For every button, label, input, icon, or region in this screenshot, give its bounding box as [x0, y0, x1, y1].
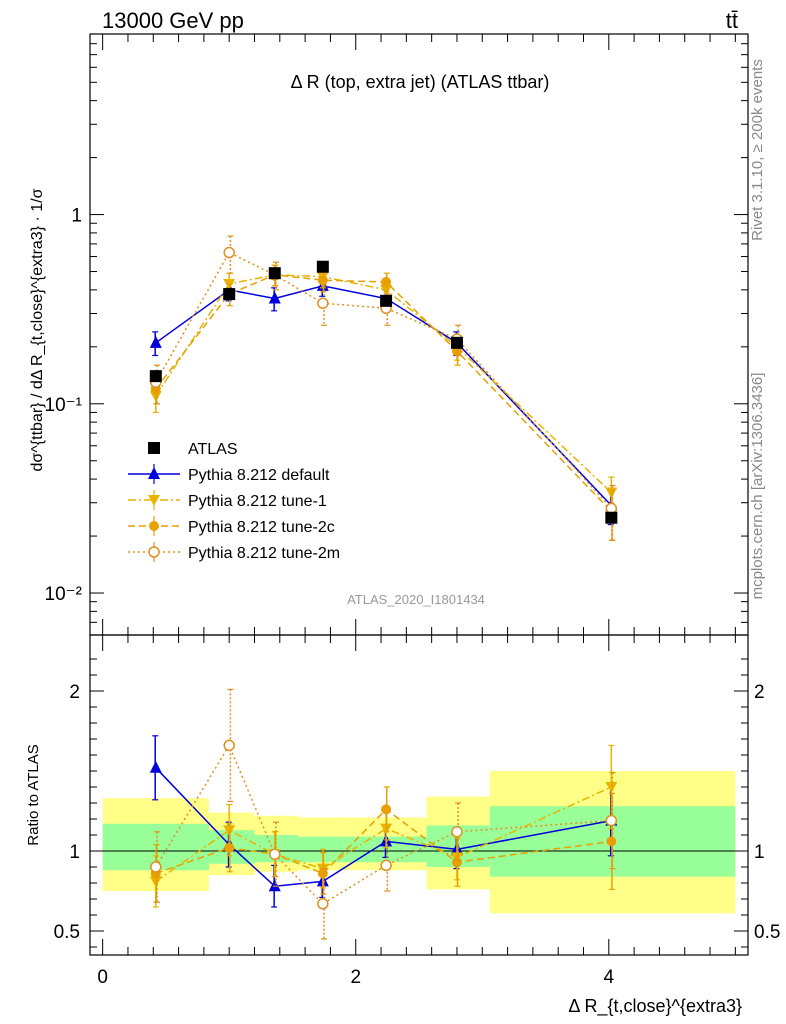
main-series-0-point — [268, 267, 281, 280]
ratio-ylabel: Ratio to ATLAS — [25, 744, 42, 845]
legend: ATLAS Pythia 8.212 default Pythia 8.212 tu… — [128, 441, 340, 562]
legend-entry-3: Pythia 8.212 tune-2c — [188, 519, 335, 536]
x-tick-label: 4 — [604, 967, 615, 988]
x-tick-label: 2 — [350, 967, 361, 988]
ratio-y-tick-label-right: 1 — [754, 842, 765, 863]
main-series-3-point — [381, 277, 392, 288]
mcplots-label-text: mcplots.cern.ch [arXiv:1306.3436] — [749, 373, 766, 600]
main-series-0-point — [149, 370, 162, 383]
main-series-0-point — [223, 288, 236, 301]
rivet-label: Rivet 3.1.10, ≥ 200k events — [749, 59, 766, 241]
ratio-series-3-point — [380, 859, 392, 872]
ratio-series-3-point — [317, 898, 329, 910]
x-tick-label: 0 — [97, 967, 108, 988]
ratio-series-3-point — [223, 739, 235, 752]
y-tick-label: 10⁻² — [45, 584, 83, 605]
main-panel: 10⁻² 10⁻¹ 1 — [45, 33, 749, 636]
ratio-panel: 0 2 4 0.5 0.5 1 1 2 2 — [54, 634, 780, 988]
main-series-1-point — [149, 335, 162, 348]
legend-marker-1 — [148, 467, 160, 479]
ratio-series-2-point — [317, 868, 328, 879]
main-series-0-point — [450, 336, 463, 349]
ratio-series-2-point — [381, 804, 392, 815]
mcplots-label: mcplots.cern.ch [arXiv:1306.3436] — [749, 373, 766, 600]
main-series-0-point — [316, 260, 329, 273]
ratio-series-2-point — [224, 842, 235, 853]
ratio-series-2-point — [451, 857, 462, 868]
main-ylabel: dσ^{ttbar} / dΔ R_{t,close}^{extra3} · 1… — [29, 188, 46, 471]
ratio-y-tick-label-right: 0.5 — [754, 922, 780, 943]
ratio-series-2-point — [606, 836, 617, 847]
y-tick-label: 10⁻¹ — [45, 395, 83, 416]
ratio-y-tick-label-right: 2 — [754, 682, 765, 703]
ratio-series-3-point — [268, 848, 281, 860]
ratio-y-tick-label: 0.5 — [54, 922, 80, 943]
main-series-0-point — [605, 511, 618, 524]
ratio-series-3-point — [451, 826, 463, 838]
main-series-4-point — [317, 297, 329, 309]
legend-marker-0 — [148, 442, 160, 454]
ratio-series-1-point — [605, 782, 618, 793]
main-series-3-point — [317, 275, 328, 286]
main-series-0-point — [380, 294, 393, 307]
ratio-series-3-point — [150, 861, 162, 873]
legend-entry-4: Pythia 8.212 tune-2m — [188, 545, 340, 562]
ratio-ylabel-text: Ratio to ATLAS — [25, 744, 42, 845]
legend-marker-2 — [148, 495, 160, 506]
main-series-1-point — [268, 291, 281, 304]
legend-entry-2: Pythia 8.212 tune-1 — [188, 493, 327, 510]
ratio-frame — [89, 634, 749, 956]
ratio-series-0-point — [149, 760, 162, 773]
rivet-label-text: Rivet 3.1.10, ≥ 200k events — [749, 59, 766, 241]
legend-marker-3 — [149, 521, 159, 531]
analysis-label: ATLAS_2020_I1801434 — [347, 592, 485, 607]
y-tick-label: 1 — [71, 206, 82, 227]
process-label: tt̄ — [726, 8, 738, 33]
ratio-series-3-point — [605, 814, 618, 827]
ratio-y-tick-label: 1 — [69, 842, 80, 863]
legend-marker-4 — [148, 546, 160, 558]
main-series-4-point — [223, 246, 235, 259]
main-ylabel-text: dσ^{ttbar} / dΔ R_{t,close}^{extra3} · 1… — [29, 188, 46, 471]
ratio-series-0-point — [268, 879, 281, 892]
energy-label: 13000 GeV pp — [102, 8, 244, 33]
x-axis-label: Δ R_{t,close}^{extra3} — [568, 996, 742, 1017]
chart-title: Δ R (top, extra jet) (ATLAS ttbar) — [291, 72, 550, 92]
legend-entry-0: ATLAS — [188, 441, 238, 458]
legend-entry-1: Pythia 8.212 default — [188, 467, 330, 484]
ratio-y-tick-label: 2 — [69, 682, 80, 703]
